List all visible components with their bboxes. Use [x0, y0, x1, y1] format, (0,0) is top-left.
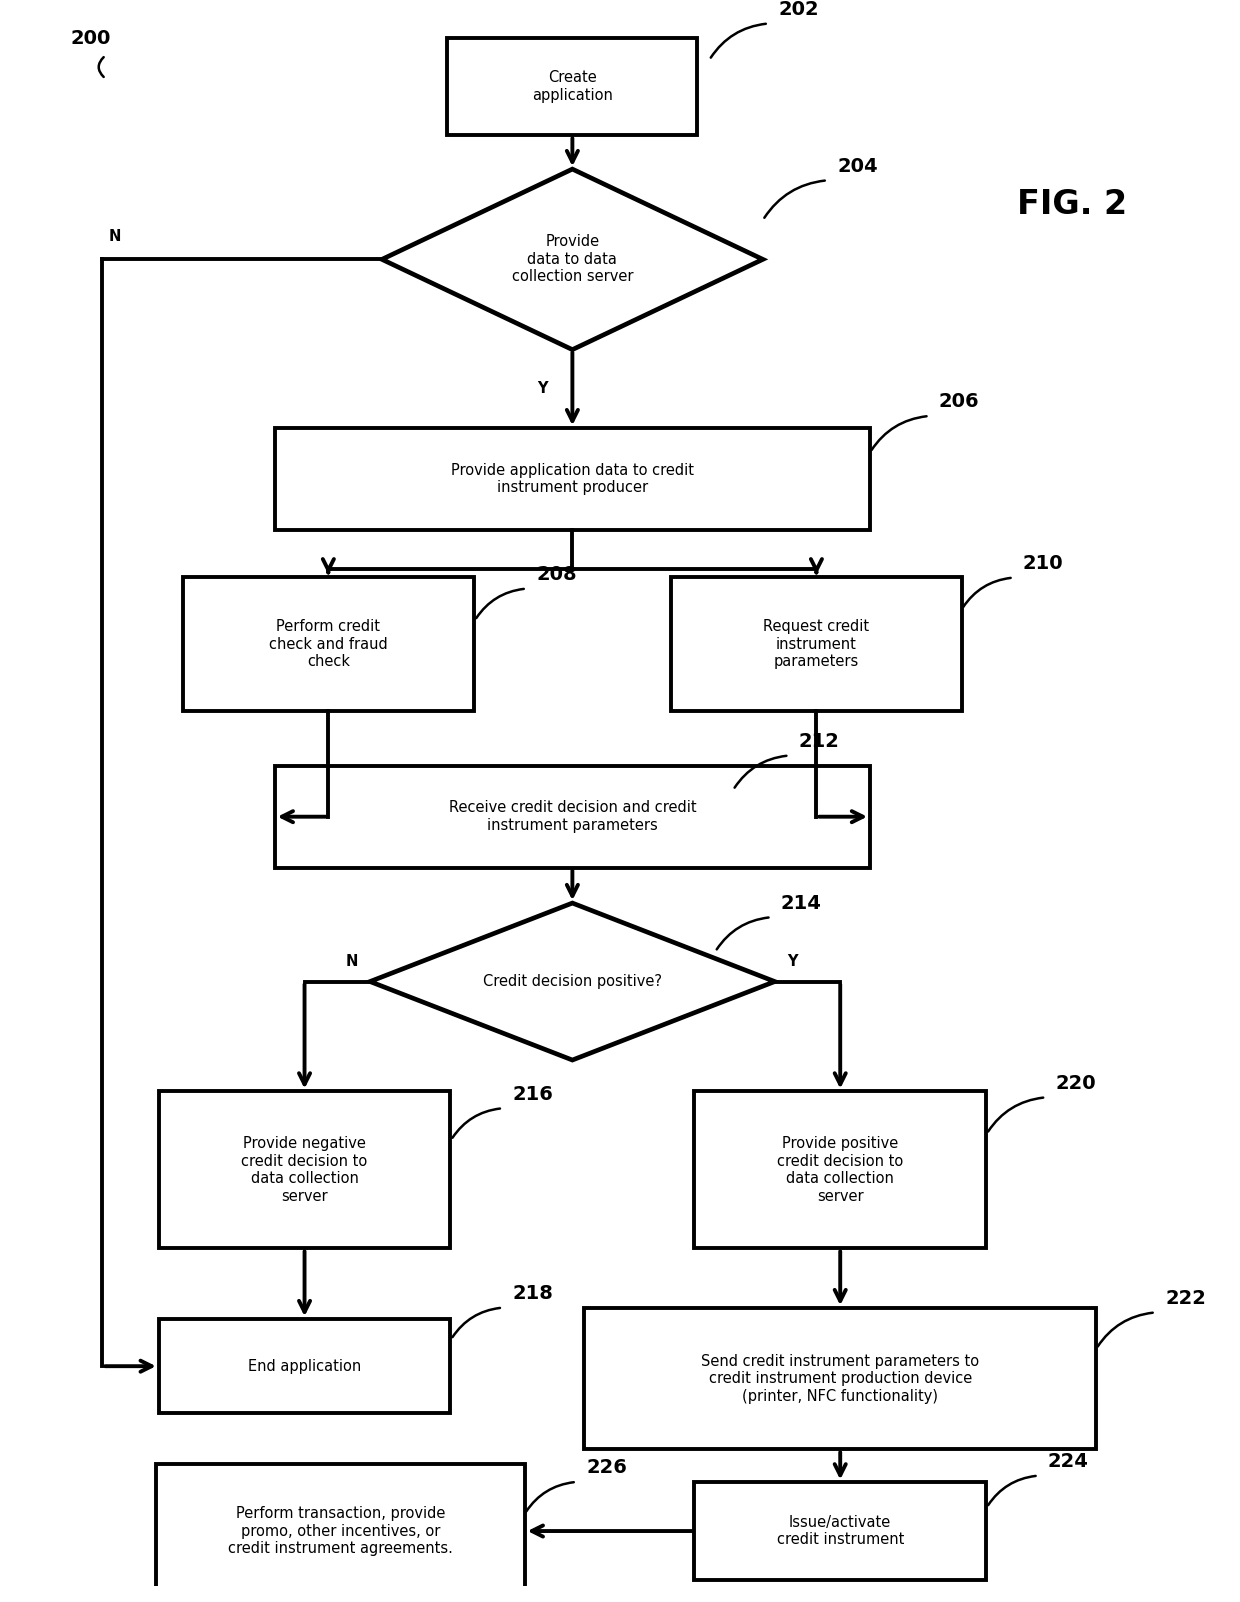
Text: 212: 212	[799, 732, 839, 751]
Text: Issue/activate
credit instrument: Issue/activate credit instrument	[776, 1515, 904, 1548]
Polygon shape	[370, 904, 775, 1061]
Text: Receive credit decision and credit
instrument parameters: Receive credit decision and credit instr…	[449, 801, 696, 833]
Text: 208: 208	[536, 566, 577, 583]
Text: Provide
data to data
collection server: Provide data to data collection server	[512, 234, 634, 284]
Text: 224: 224	[1048, 1451, 1089, 1471]
FancyBboxPatch shape	[448, 38, 697, 135]
Text: Perform credit
check and fraud
check: Perform credit check and fraud check	[269, 618, 388, 670]
Text: 200: 200	[69, 29, 110, 48]
FancyBboxPatch shape	[159, 1318, 450, 1413]
Text: Perform transaction, provide
promo, other incentives, or
credit instrument agree: Perform transaction, provide promo, othe…	[228, 1506, 453, 1556]
FancyBboxPatch shape	[671, 577, 962, 711]
Text: N: N	[346, 953, 358, 969]
Text: 214: 214	[781, 894, 822, 913]
Text: Provide positive
credit decision to
data collection
server: Provide positive credit decision to data…	[777, 1136, 904, 1203]
Text: Create
application: Create application	[532, 70, 613, 103]
Text: 222: 222	[1166, 1288, 1205, 1307]
Text: Provide application data to credit
instrument producer: Provide application data to credit instr…	[451, 463, 694, 495]
Text: FIG. 2: FIG. 2	[1017, 187, 1127, 221]
Text: Credit decision positive?: Credit decision positive?	[482, 974, 662, 988]
FancyBboxPatch shape	[275, 428, 870, 530]
FancyBboxPatch shape	[694, 1482, 986, 1580]
Text: 220: 220	[1055, 1073, 1096, 1093]
Text: Provide negative
credit decision to
data collection
server: Provide negative credit decision to data…	[242, 1136, 368, 1203]
Text: 202: 202	[779, 0, 818, 19]
Polygon shape	[382, 170, 763, 349]
Text: End application: End application	[248, 1358, 361, 1373]
FancyBboxPatch shape	[159, 1091, 450, 1248]
Text: 210: 210	[1023, 554, 1064, 574]
FancyBboxPatch shape	[182, 577, 474, 711]
Text: Y: Y	[537, 381, 548, 396]
Text: 218: 218	[512, 1283, 553, 1302]
Text: 204: 204	[837, 157, 878, 176]
FancyBboxPatch shape	[156, 1464, 525, 1597]
Text: 226: 226	[587, 1458, 627, 1477]
Text: 216: 216	[512, 1085, 553, 1104]
Text: N: N	[108, 229, 120, 244]
FancyBboxPatch shape	[694, 1091, 986, 1248]
FancyBboxPatch shape	[584, 1309, 1096, 1450]
Text: Request credit
instrument
parameters: Request credit instrument parameters	[764, 618, 869, 670]
Text: 206: 206	[939, 392, 980, 412]
Text: Send credit instrument parameters to
credit instrument production device
(printe: Send credit instrument parameters to cre…	[701, 1354, 980, 1403]
Text: Y: Y	[787, 953, 797, 969]
FancyBboxPatch shape	[275, 766, 870, 868]
